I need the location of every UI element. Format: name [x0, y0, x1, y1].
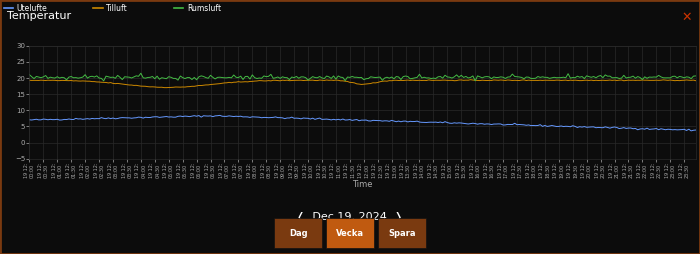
Text: Dag: Dag	[289, 229, 307, 237]
Text: Spara: Spara	[388, 229, 416, 237]
Legend: Utelufte, Tilluft, Rumsluft: Utelufte, Tilluft, Rumsluft	[4, 4, 221, 13]
Text: ✕: ✕	[681, 11, 692, 24]
Text: ❬  Dec 19, 2024  ❭: ❬ Dec 19, 2024 ❭	[296, 212, 404, 223]
X-axis label: Time: Time	[352, 180, 373, 189]
Text: Vecka: Vecka	[336, 229, 364, 237]
Text: Temperatur: Temperatur	[7, 11, 71, 21]
